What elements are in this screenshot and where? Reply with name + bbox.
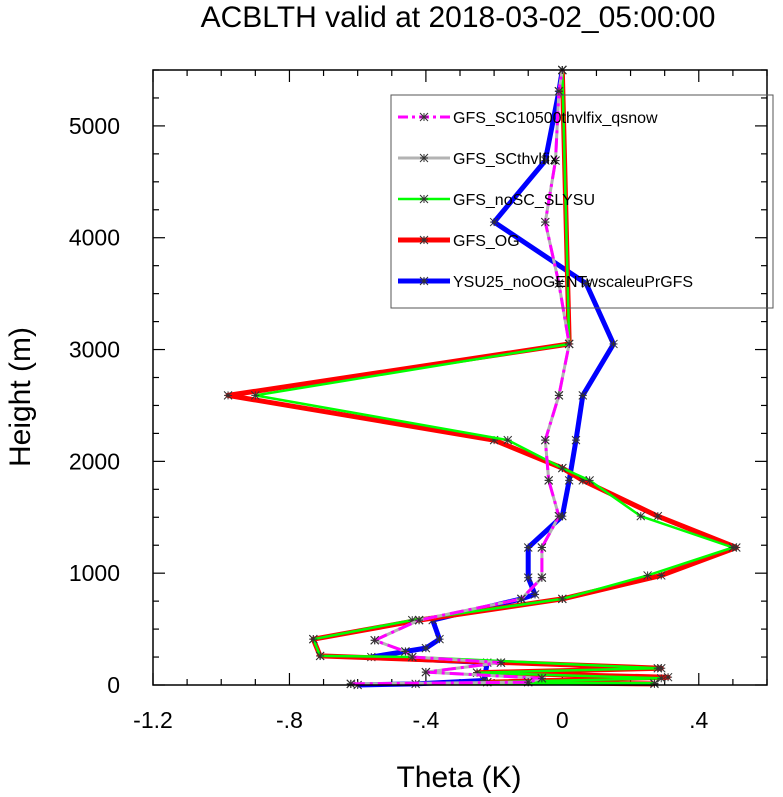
legend-label: GFS_OG bbox=[453, 233, 520, 250]
data-point bbox=[537, 673, 547, 683]
y-tick-label: 2000 bbox=[69, 448, 120, 474]
data-point bbox=[554, 279, 564, 288]
data-point bbox=[554, 86, 564, 96]
data-point bbox=[537, 543, 547, 552]
data-point bbox=[496, 658, 506, 667]
data-point bbox=[421, 643, 431, 653]
x-tick-label: -.8 bbox=[276, 707, 303, 733]
data-point bbox=[571, 435, 581, 445]
data-point bbox=[419, 153, 429, 163]
y-axis-label: Height (m) bbox=[4, 327, 37, 467]
y-tick-label: 5000 bbox=[69, 113, 120, 139]
legend: GFS_SC10500thvlfix_qsnow GFS_SCthvlfix GFS… bbox=[390, 94, 774, 309]
data-point bbox=[650, 678, 659, 688]
data-point bbox=[523, 543, 533, 552]
chart-title: ACBLTH valid at 2018-03-02_05:00:00 bbox=[201, 1, 716, 34]
data-point bbox=[557, 463, 567, 473]
data-point bbox=[503, 435, 513, 445]
data-point bbox=[414, 615, 424, 625]
data-point bbox=[564, 339, 574, 349]
legend-label: GFS_SC10500thvlfix_qsnow bbox=[453, 110, 658, 127]
axis-ticks: -1.2 -.8 -.4 0 .4 0 1000 2000 3000 4000 5000 bbox=[69, 69, 768, 733]
data-point bbox=[564, 476, 574, 485]
data-point bbox=[315, 651, 325, 661]
y-tick-label: 3000 bbox=[69, 337, 120, 363]
data-point bbox=[407, 652, 417, 662]
data-point bbox=[530, 590, 540, 599]
data-point bbox=[653, 663, 663, 673]
series-line bbox=[254, 69, 735, 686]
data-point bbox=[540, 217, 550, 227]
data-point bbox=[537, 573, 547, 583]
data-point bbox=[223, 391, 233, 400]
data-point bbox=[581, 279, 591, 288]
legend-label: GFS_SCthvlfix bbox=[453, 151, 558, 168]
data-point bbox=[419, 276, 429, 286]
y-tick-label: 0 bbox=[107, 672, 120, 698]
data-point bbox=[557, 594, 567, 604]
data-point bbox=[728, 543, 738, 552]
y-tick-label: 1000 bbox=[69, 560, 120, 586]
x-axis-label: Theta (K) bbox=[396, 761, 521, 794]
data-point bbox=[578, 391, 588, 400]
data-point bbox=[421, 667, 431, 677]
x-tick-label: -1.2 bbox=[133, 707, 173, 733]
legend-box bbox=[390, 94, 774, 309]
data-point bbox=[346, 679, 356, 689]
data-point bbox=[653, 511, 663, 521]
y-tick-label: 4000 bbox=[69, 225, 120, 251]
legend-label: GFS_noSC_SLYSU bbox=[453, 192, 595, 209]
data-point bbox=[419, 194, 429, 204]
data-point bbox=[250, 391, 260, 400]
data-point bbox=[544, 476, 554, 485]
data-point bbox=[609, 339, 618, 349]
data-point bbox=[370, 635, 380, 645]
data-point bbox=[540, 435, 550, 445]
data-point bbox=[540, 156, 550, 165]
data-point bbox=[517, 594, 526, 604]
data-point bbox=[643, 571, 652, 580]
series-line bbox=[350, 69, 571, 686]
x-tick-label: .4 bbox=[689, 707, 708, 733]
data-point bbox=[419, 112, 429, 122]
data-point bbox=[636, 511, 646, 521]
data-point bbox=[308, 634, 318, 644]
data-point bbox=[419, 235, 429, 245]
data-point bbox=[656, 673, 666, 683]
x-tick-label: 0 bbox=[556, 707, 569, 733]
data-point bbox=[435, 634, 444, 644]
x-tick-label: -.4 bbox=[412, 707, 439, 733]
legend-label: YSU25_noOGENTwscaleuPrGFS bbox=[453, 274, 693, 291]
data-point bbox=[489, 217, 499, 227]
data-point bbox=[585, 476, 594, 485]
plot-frame bbox=[152, 69, 768, 686]
data-point bbox=[554, 511, 564, 521]
data-point bbox=[551, 156, 560, 165]
data-point bbox=[401, 647, 410, 656]
data-point bbox=[523, 573, 533, 583]
data-point bbox=[554, 391, 564, 400]
